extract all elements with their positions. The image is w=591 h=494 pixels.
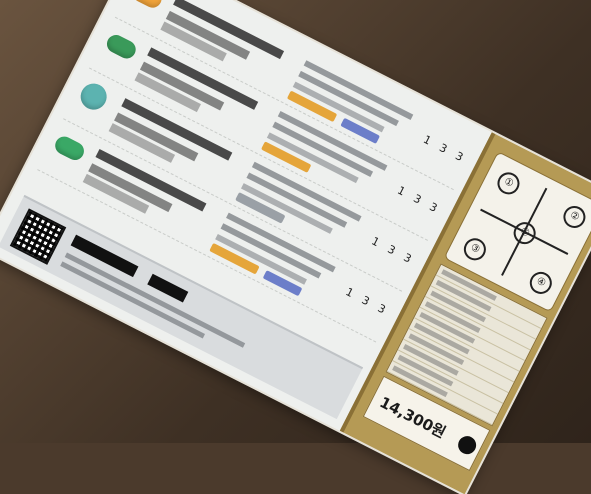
pill-capsule-orange-icon bbox=[129, 0, 165, 11]
dial-number: ② bbox=[559, 202, 590, 232]
dose-times: 3 bbox=[437, 141, 450, 156]
dose-days: 3 bbox=[401, 250, 414, 266]
pill-capsule-green-icon bbox=[103, 31, 139, 62]
dose-count: 1 bbox=[421, 132, 434, 148]
dose-times: 3 bbox=[385, 242, 398, 258]
pill-capsule-green-icon bbox=[52, 133, 88, 164]
seal-icon bbox=[455, 433, 480, 458]
dose-days: 3 bbox=[427, 200, 440, 215]
dose-times: 3 bbox=[411, 191, 424, 207]
dial-number: ④ bbox=[526, 268, 556, 298]
dose-count: 1 bbox=[395, 183, 408, 199]
dose-count: 1 bbox=[343, 285, 356, 301]
dial-number: ① bbox=[493, 168, 524, 199]
dial-number: ③ bbox=[460, 234, 490, 265]
dose-count: 1 bbox=[369, 234, 382, 250]
pill-round-teal-icon bbox=[76, 79, 112, 115]
dose-days: 3 bbox=[375, 301, 388, 317]
dose-times: 3 bbox=[359, 293, 372, 309]
dial-number: ⑤ bbox=[509, 218, 540, 248]
qr-code-icon bbox=[9, 208, 67, 265]
dose-days: 3 bbox=[453, 149, 466, 165]
